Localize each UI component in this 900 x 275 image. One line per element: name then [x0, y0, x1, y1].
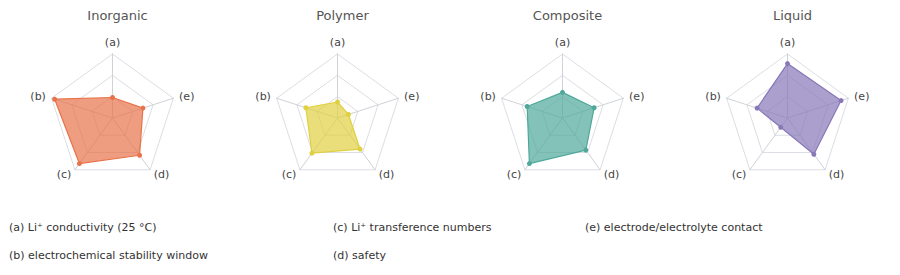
svg-text:(e) electrode/electrolyte cont: (e) electrode/electrolyte contact [585, 221, 763, 234]
svg-text:Inorganic: Inorganic [87, 8, 147, 23]
svg-text:(e): (e) [179, 90, 194, 103]
svg-text:(b) electrochemical stability: (b) electrochemical stability window [9, 249, 208, 262]
svg-text:(c): (c) [507, 168, 522, 181]
svg-text:(a): (a) [780, 36, 795, 49]
svg-text:(b): (b) [705, 90, 721, 103]
svg-text:(e): (e) [854, 90, 869, 103]
svg-text:Polymer: Polymer [316, 8, 369, 23]
svg-text:(d): (d) [379, 168, 395, 181]
svg-text:(b): (b) [480, 90, 496, 103]
svg-text:(c): (c) [282, 168, 297, 181]
svg-text:(b): (b) [30, 90, 46, 103]
svg-text:(e): (e) [629, 90, 644, 103]
svg-text:(c) Li⁺ transference numbers: (c) Li⁺ transference numbers [333, 221, 492, 234]
svg-text:(a): (a) [330, 36, 345, 49]
svg-text:(a) Li⁺ conductivity (25 °C): (a) Li⁺ conductivity (25 °C) [9, 221, 157, 234]
svg-text:(c): (c) [57, 168, 72, 181]
svg-text:(e): (e) [404, 90, 419, 103]
svg-text:(a): (a) [105, 36, 120, 49]
svg-text:(c): (c) [732, 168, 747, 181]
svg-text:(d): (d) [154, 168, 170, 181]
svg-text:(d): (d) [829, 168, 845, 181]
svg-text:(b): (b) [255, 90, 271, 103]
svg-text:Composite: Composite [533, 8, 602, 23]
svg-text:(d) safety: (d) safety [333, 249, 386, 262]
svg-text:(d): (d) [604, 168, 620, 181]
svg-text:Liquid: Liquid [773, 8, 812, 23]
svg-text:(a): (a) [555, 36, 570, 49]
